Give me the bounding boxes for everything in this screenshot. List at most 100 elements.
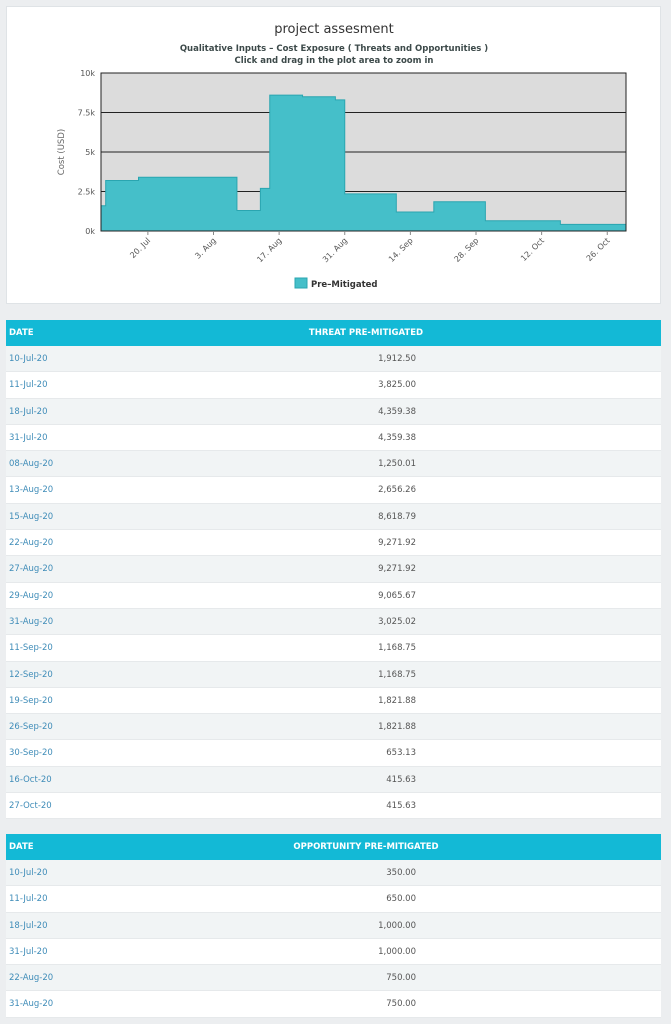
threat-row-date: 16-Oct-20 — [9, 774, 52, 785]
threat-row-date: 13-Aug-20 — [9, 485, 54, 496]
threat-row-date: 08-Aug-20 — [9, 459, 54, 470]
threat-row-date: 30-Sep-20 — [9, 748, 53, 759]
opportunity-row-date: 18-Jul-20 — [9, 920, 48, 931]
threat-table-row: 11-Jul-20 3,825.00 — [6, 372, 661, 399]
threat-table-row: 26-Sep-20 1,821.88 — [6, 714, 661, 741]
series-area-pre-mitigated — [100, 94, 627, 232]
threat-table-row: 19-Sep-20 1,821.88 — [6, 687, 661, 715]
chart-title: project assesment — [274, 22, 394, 37]
opportunity-row-date: 31-Aug-20 — [9, 999, 54, 1010]
threat-table-row: 27-Oct-20 415.63 — [6, 793, 661, 820]
threat-row-value: 4,359.38 — [378, 432, 416, 443]
chart-zoom-hint: Click and drag in the plot area to zoom … — [235, 56, 434, 66]
threat-table-row: 08-Aug-20 1,250.01 — [6, 451, 661, 478]
opportunity-row-date: 10-Jul-20 — [9, 868, 48, 878]
opportunity-table-row: 22-Aug-20 750.00 — [6, 965, 661, 992]
threat-row-date: 27-Oct-20 — [9, 801, 52, 812]
threat-row-date: 27-Aug-20 — [9, 564, 54, 575]
threat-row-date: 26-Sep-20 — [9, 722, 53, 733]
threat-table-row: 16-Oct-20 415.63 — [6, 766, 661, 794]
threat-row-date: 11-Jul-20 — [9, 380, 48, 391]
opportunity-table-row: 18-Jul-20 1,000.00 — [6, 912, 661, 939]
opportunity-row-value: 650.00 — [386, 894, 416, 905]
threat-value-header[interactable]: THREAT PRE-MITIGATED — [308, 328, 424, 338]
opportunity-row-value: 1,000.00 — [378, 920, 416, 931]
y-tick-label: 5k — [85, 148, 95, 157]
threat-table-row: 31-Jul-20 4,359.38 — [6, 424, 661, 452]
chart-subtitle: Qualitative Inputs – Cost Exposure ( Thr… — [180, 44, 488, 54]
threat-row-value: 1,168.75 — [378, 669, 416, 680]
opportunity-table-header: DATE OPPORTUNITY PRE-MITIGATED — [6, 834, 661, 860]
opportunity-table-row: 31-Jul-20 1,000.00 — [6, 938, 661, 966]
opportunity-table-row: 10-Jul-20 350.00 — [6, 860, 661, 887]
y-tick-label: 7.5k — [78, 109, 96, 118]
y-axis-label: Cost (USD) — [57, 129, 67, 175]
x-tick-label: 14. Sep — [387, 236, 415, 264]
threat-row-value: 415.63 — [386, 774, 416, 785]
threat-table-row: 27-Aug-20 9,271.92 — [6, 556, 661, 583]
opportunity-value-header[interactable]: OPPORTUNITY PRE-MITIGATED — [293, 842, 439, 852]
threat-table-row: 10-Jul-20 1,912.50 — [6, 346, 661, 373]
legend-swatch — [294, 277, 308, 289]
threat-table-row: 13-Aug-20 2,656.26 — [6, 477, 661, 504]
x-tick-label: 20. Jul — [128, 236, 152, 260]
threat-table-row: 18-Jul-20 4,359.38 — [6, 398, 661, 425]
threat-row-value: 1,250.01 — [378, 459, 416, 470]
threat-row-date: 19-Sep-20 — [9, 695, 53, 706]
threat-row-value: 1,168.75 — [378, 643, 416, 654]
chart-card: project assesment Qualitative Inputs – Co… — [6, 6, 661, 304]
threat-row-value: 9,271.92 — [378, 564, 416, 575]
y-tick-label: 0k — [85, 227, 95, 236]
opportunity-row-date: 22-Aug-20 — [9, 973, 54, 984]
threat-row-value: 415.63 — [386, 801, 416, 812]
threat-row-date: 12-Sep-20 — [9, 669, 53, 680]
threat-row-value: 8,618.79 — [378, 511, 416, 522]
threat-row-date: 31-Aug-20 — [9, 616, 54, 627]
y-tick-label: 2.5k — [78, 188, 96, 197]
opportunity-row-date: 11-Jul-20 — [9, 894, 48, 905]
threat-row-date: 18-Jul-20 — [9, 406, 48, 417]
threat-row-value: 3,825.00 — [378, 380, 416, 391]
x-tick-label: 28. Sep — [453, 236, 481, 264]
threat-table-row: 29-Aug-20 9,065.67 — [6, 582, 661, 609]
threat-row-value: 2,656.26 — [378, 485, 416, 496]
threat-row-value: 4,359.38 — [378, 406, 416, 417]
x-tick-label: 12. Oct — [519, 236, 546, 263]
plot-frame — [100, 72, 627, 232]
area-chart[interactable]: project assesment Qualitative Inputs – Co… — [7, 7, 662, 305]
opportunity-row-value: 1,000.00 — [378, 946, 416, 957]
opportunity-table-row: 31-Aug-20 750.00 — [6, 991, 661, 1018]
threat-row-value: 653.13 — [386, 748, 416, 759]
legend-label: Pre–Mitigated — [311, 280, 378, 290]
threat-table-row: 11-Sep-20 1,168.75 — [6, 635, 661, 662]
threat-table-row: 30-Sep-20 653.13 — [6, 740, 661, 767]
x-tick-label: 17. Aug — [255, 236, 283, 264]
y-tick-label: 10k — [80, 69, 95, 78]
threat-row-value: 9,271.92 — [378, 538, 416, 549]
threat-table-row: 15-Aug-20 8,618.79 — [6, 503, 661, 531]
threat-table-row: 31-Aug-20 3,025.02 — [6, 608, 661, 636]
threat-row-date: 15-Aug-20 — [9, 511, 54, 522]
threat-row-value: 3,025.02 — [378, 616, 416, 627]
opportunity-table-row: 11-Jul-20 650.00 — [6, 886, 661, 913]
x-tick-label: 31. Aug — [321, 236, 349, 264]
threat-row-date: 10-Jul-20 — [9, 354, 48, 364]
threat-table-body: 10-Jul-20 1,912.50 11-Jul-20 3,825.00 18-Jul… — [6, 346, 661, 820]
opportunity-row-value: 750.00 — [386, 973, 416, 984]
threat-table: DATE THREAT PRE-MITIGATED 10-Jul-20 1,912… — [6, 320, 661, 820]
threat-row-value: 1,821.88 — [378, 722, 416, 733]
threat-row-value: 9,065.67 — [378, 590, 416, 601]
opportunity-table: DATE OPPORTUNITY PRE-MITIGATED 10-Jul-20… — [6, 834, 661, 1018]
opportunity-row-value: 350.00 — [386, 868, 416, 878]
threat-row-date: 29-Aug-20 — [9, 590, 54, 601]
threat-row-date: 11-Sep-20 — [9, 643, 53, 654]
opportunity-row-date: 31-Jul-20 — [9, 946, 48, 957]
opportunity-row-value: 750.00 — [386, 999, 416, 1010]
opportunity-date-header[interactable]: DATE — [9, 842, 34, 852]
x-tick-label: 26. Oct — [585, 236, 612, 263]
threat-row-value: 1,821.88 — [378, 695, 416, 706]
threat-row-value: 1,912.50 — [378, 354, 416, 364]
threat-table-row: 22-Aug-20 9,271.92 — [6, 530, 661, 557]
threat-date-header[interactable]: DATE — [9, 328, 34, 338]
threat-row-date: 22-Aug-20 — [9, 538, 54, 549]
